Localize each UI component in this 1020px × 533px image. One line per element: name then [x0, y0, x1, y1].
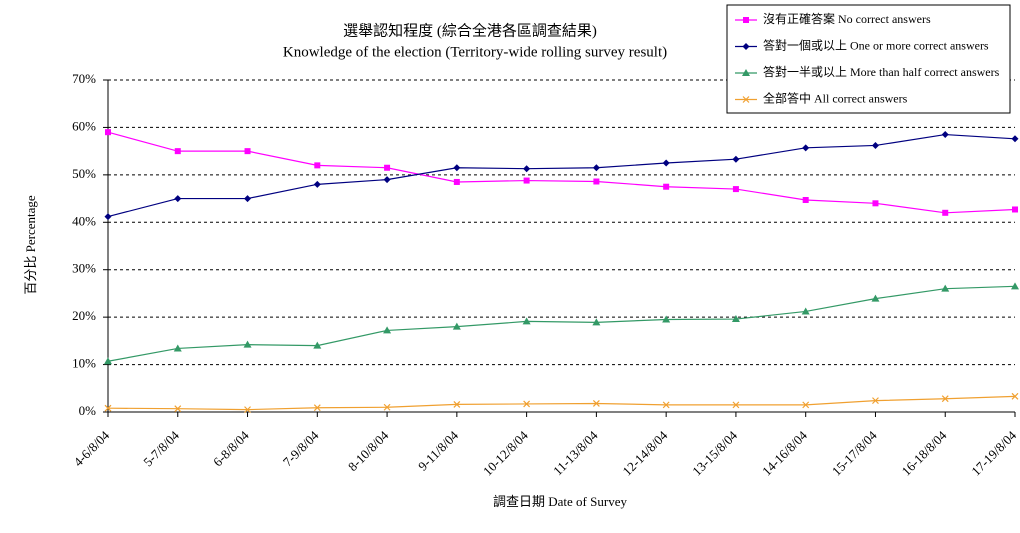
series-line — [107, 285, 1016, 362]
point — [383, 326, 392, 334]
point — [104, 213, 112, 221]
point — [742, 96, 750, 103]
chart-title: 選舉認知程度 (綜合全港各區調查結果) — [343, 21, 597, 39]
point — [592, 164, 600, 172]
series — [104, 282, 1019, 365]
legend-label: 答對一半或以上 More than half correct answers — [763, 64, 1000, 79]
point — [453, 164, 461, 172]
point — [244, 148, 251, 155]
point — [314, 162, 321, 169]
point — [663, 183, 670, 190]
point — [453, 400, 461, 408]
point — [802, 144, 810, 152]
point — [743, 17, 749, 23]
point — [942, 209, 949, 216]
point — [742, 43, 750, 50]
point — [732, 401, 740, 409]
y-axis-label: 百分比 Percentage — [23, 195, 38, 295]
legend-box — [726, 4, 1011, 114]
point — [104, 404, 112, 412]
point — [313, 341, 322, 349]
point — [742, 69, 750, 76]
point — [523, 400, 531, 408]
point — [174, 405, 182, 413]
point — [452, 322, 461, 330]
point — [592, 400, 600, 407]
point — [313, 180, 321, 188]
series-line — [107, 131, 1016, 214]
point — [872, 200, 879, 207]
point — [592, 318, 601, 326]
y-tick-label: 20% — [72, 308, 96, 323]
point — [174, 195, 182, 203]
point — [522, 317, 531, 325]
point — [244, 406, 251, 414]
x-axis-label: 調查日期 Date of Survey — [493, 494, 627, 509]
point — [662, 315, 671, 323]
point — [174, 148, 181, 155]
point — [731, 315, 740, 323]
series-line — [107, 395, 1016, 411]
point — [1011, 282, 1019, 290]
point — [243, 340, 252, 348]
y-tick-label: 10% — [72, 356, 96, 371]
point — [941, 395, 949, 403]
point — [802, 401, 810, 409]
point — [872, 397, 879, 405]
point — [941, 284, 950, 292]
series — [104, 131, 1019, 221]
y-tick-label: 60% — [72, 118, 96, 133]
y-tick-label: 30% — [72, 261, 96, 276]
y-tick-label: 50% — [72, 166, 96, 181]
point — [1011, 135, 1019, 143]
point — [1011, 392, 1019, 400]
series — [105, 129, 1018, 216]
point — [871, 141, 879, 149]
series — [104, 392, 1019, 414]
point — [104, 357, 112, 365]
point — [383, 176, 391, 184]
point — [801, 307, 810, 315]
point — [662, 401, 670, 409]
point — [383, 403, 391, 411]
point — [662, 159, 670, 167]
point — [105, 129, 111, 136]
point — [1012, 206, 1018, 213]
y-tick-label: 40% — [72, 213, 96, 228]
legend-label: 答對一個或以上 One or more correct answers — [763, 37, 989, 52]
point — [593, 178, 600, 185]
point — [453, 178, 460, 185]
point — [802, 196, 809, 203]
series-line — [107, 133, 1016, 218]
point — [244, 195, 252, 203]
legend-label: 沒有正確答案 No correct answers — [763, 11, 931, 26]
point — [523, 165, 531, 173]
point — [384, 164, 391, 171]
point — [871, 294, 880, 302]
legend-label: 全部答中 All correct answers — [763, 90, 908, 105]
point — [732, 155, 740, 163]
chart-subtitle: Knowledge of the election (Territory-wid… — [283, 44, 667, 60]
y-tick-label: 70% — [72, 71, 96, 86]
point — [523, 177, 530, 184]
point — [732, 186, 739, 193]
point — [173, 344, 182, 352]
y-tick-label: 0% — [79, 403, 97, 418]
point — [313, 404, 321, 412]
point — [941, 131, 949, 139]
